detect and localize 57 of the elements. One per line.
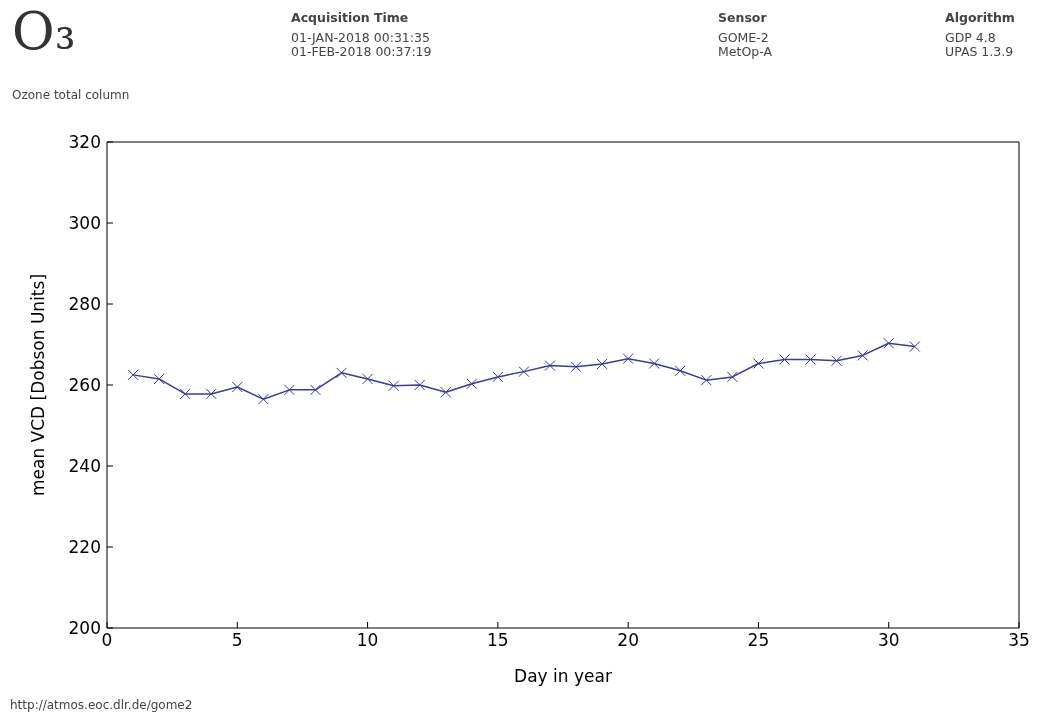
point: [674, 365, 686, 377]
y-tick-label: 320: [68, 132, 101, 153]
text: Acquisition Time: [291, 10, 410, 25]
x-tick-label: 10: [356, 630, 379, 651]
y-tick-label: 280: [68, 294, 101, 315]
text: GOME-2 MetOp-A: [718, 30, 772, 59]
point: [388, 380, 400, 392]
point: [466, 378, 478, 390]
point: [205, 388, 217, 400]
point: [857, 349, 869, 361]
text: Sensor: [718, 10, 768, 25]
point: [440, 386, 452, 398]
y-tick-label: 240: [68, 456, 101, 477]
x-tick-label: 15: [487, 630, 509, 651]
point: [231, 381, 243, 393]
point: [283, 384, 295, 396]
point: [257, 393, 269, 405]
point: [726, 371, 738, 383]
point: [805, 353, 817, 365]
point: [883, 337, 895, 349]
x-tick-label: 0: [101, 630, 113, 651]
point: [909, 341, 921, 353]
point: [831, 355, 843, 367]
point: [700, 374, 712, 386]
point: [648, 358, 660, 370]
point: [127, 369, 139, 381]
point: [336, 367, 348, 379]
x-tick-label: 20: [617, 630, 639, 651]
point: [362, 373, 374, 385]
point: [778, 353, 790, 365]
x-axis-title: Day in year: [514, 666, 612, 686]
x-tick-label: 35: [1008, 630, 1030, 651]
x-tick-label: 5: [231, 630, 243, 651]
x-tick-label: 30: [877, 630, 900, 651]
point: [622, 353, 634, 365]
point: [518, 366, 530, 378]
point: [179, 388, 191, 400]
y-tick-label: 220: [68, 537, 101, 558]
y-tick-label: 200: [68, 618, 101, 639]
point: [153, 373, 165, 385]
point: [596, 358, 608, 370]
text: 01-JAN-2018 00:31:35 01-FEB-2018 00:37:19: [291, 30, 432, 59]
y-tick-label: 260: [68, 375, 101, 396]
point: [309, 384, 321, 396]
chart-title: O₃: [12, 1, 76, 61]
point: [544, 360, 556, 372]
chart-subtitle: Ozone total column: [12, 88, 130, 102]
text: GDP 4.8 UPAS 1.3.9: [945, 30, 1015, 59]
point: [414, 379, 426, 391]
text: Algorithm: [945, 10, 1015, 25]
point: [752, 358, 764, 370]
point: [570, 361, 582, 373]
text: http://atmos.eoc.dlr.de/gome2: [10, 698, 193, 712]
y-axis-title: mean VCD [Dobson Units]: [28, 273, 49, 497]
y-tick-label: 300: [68, 213, 101, 234]
point: [492, 371, 504, 383]
x-tick-label: 25: [747, 630, 770, 651]
